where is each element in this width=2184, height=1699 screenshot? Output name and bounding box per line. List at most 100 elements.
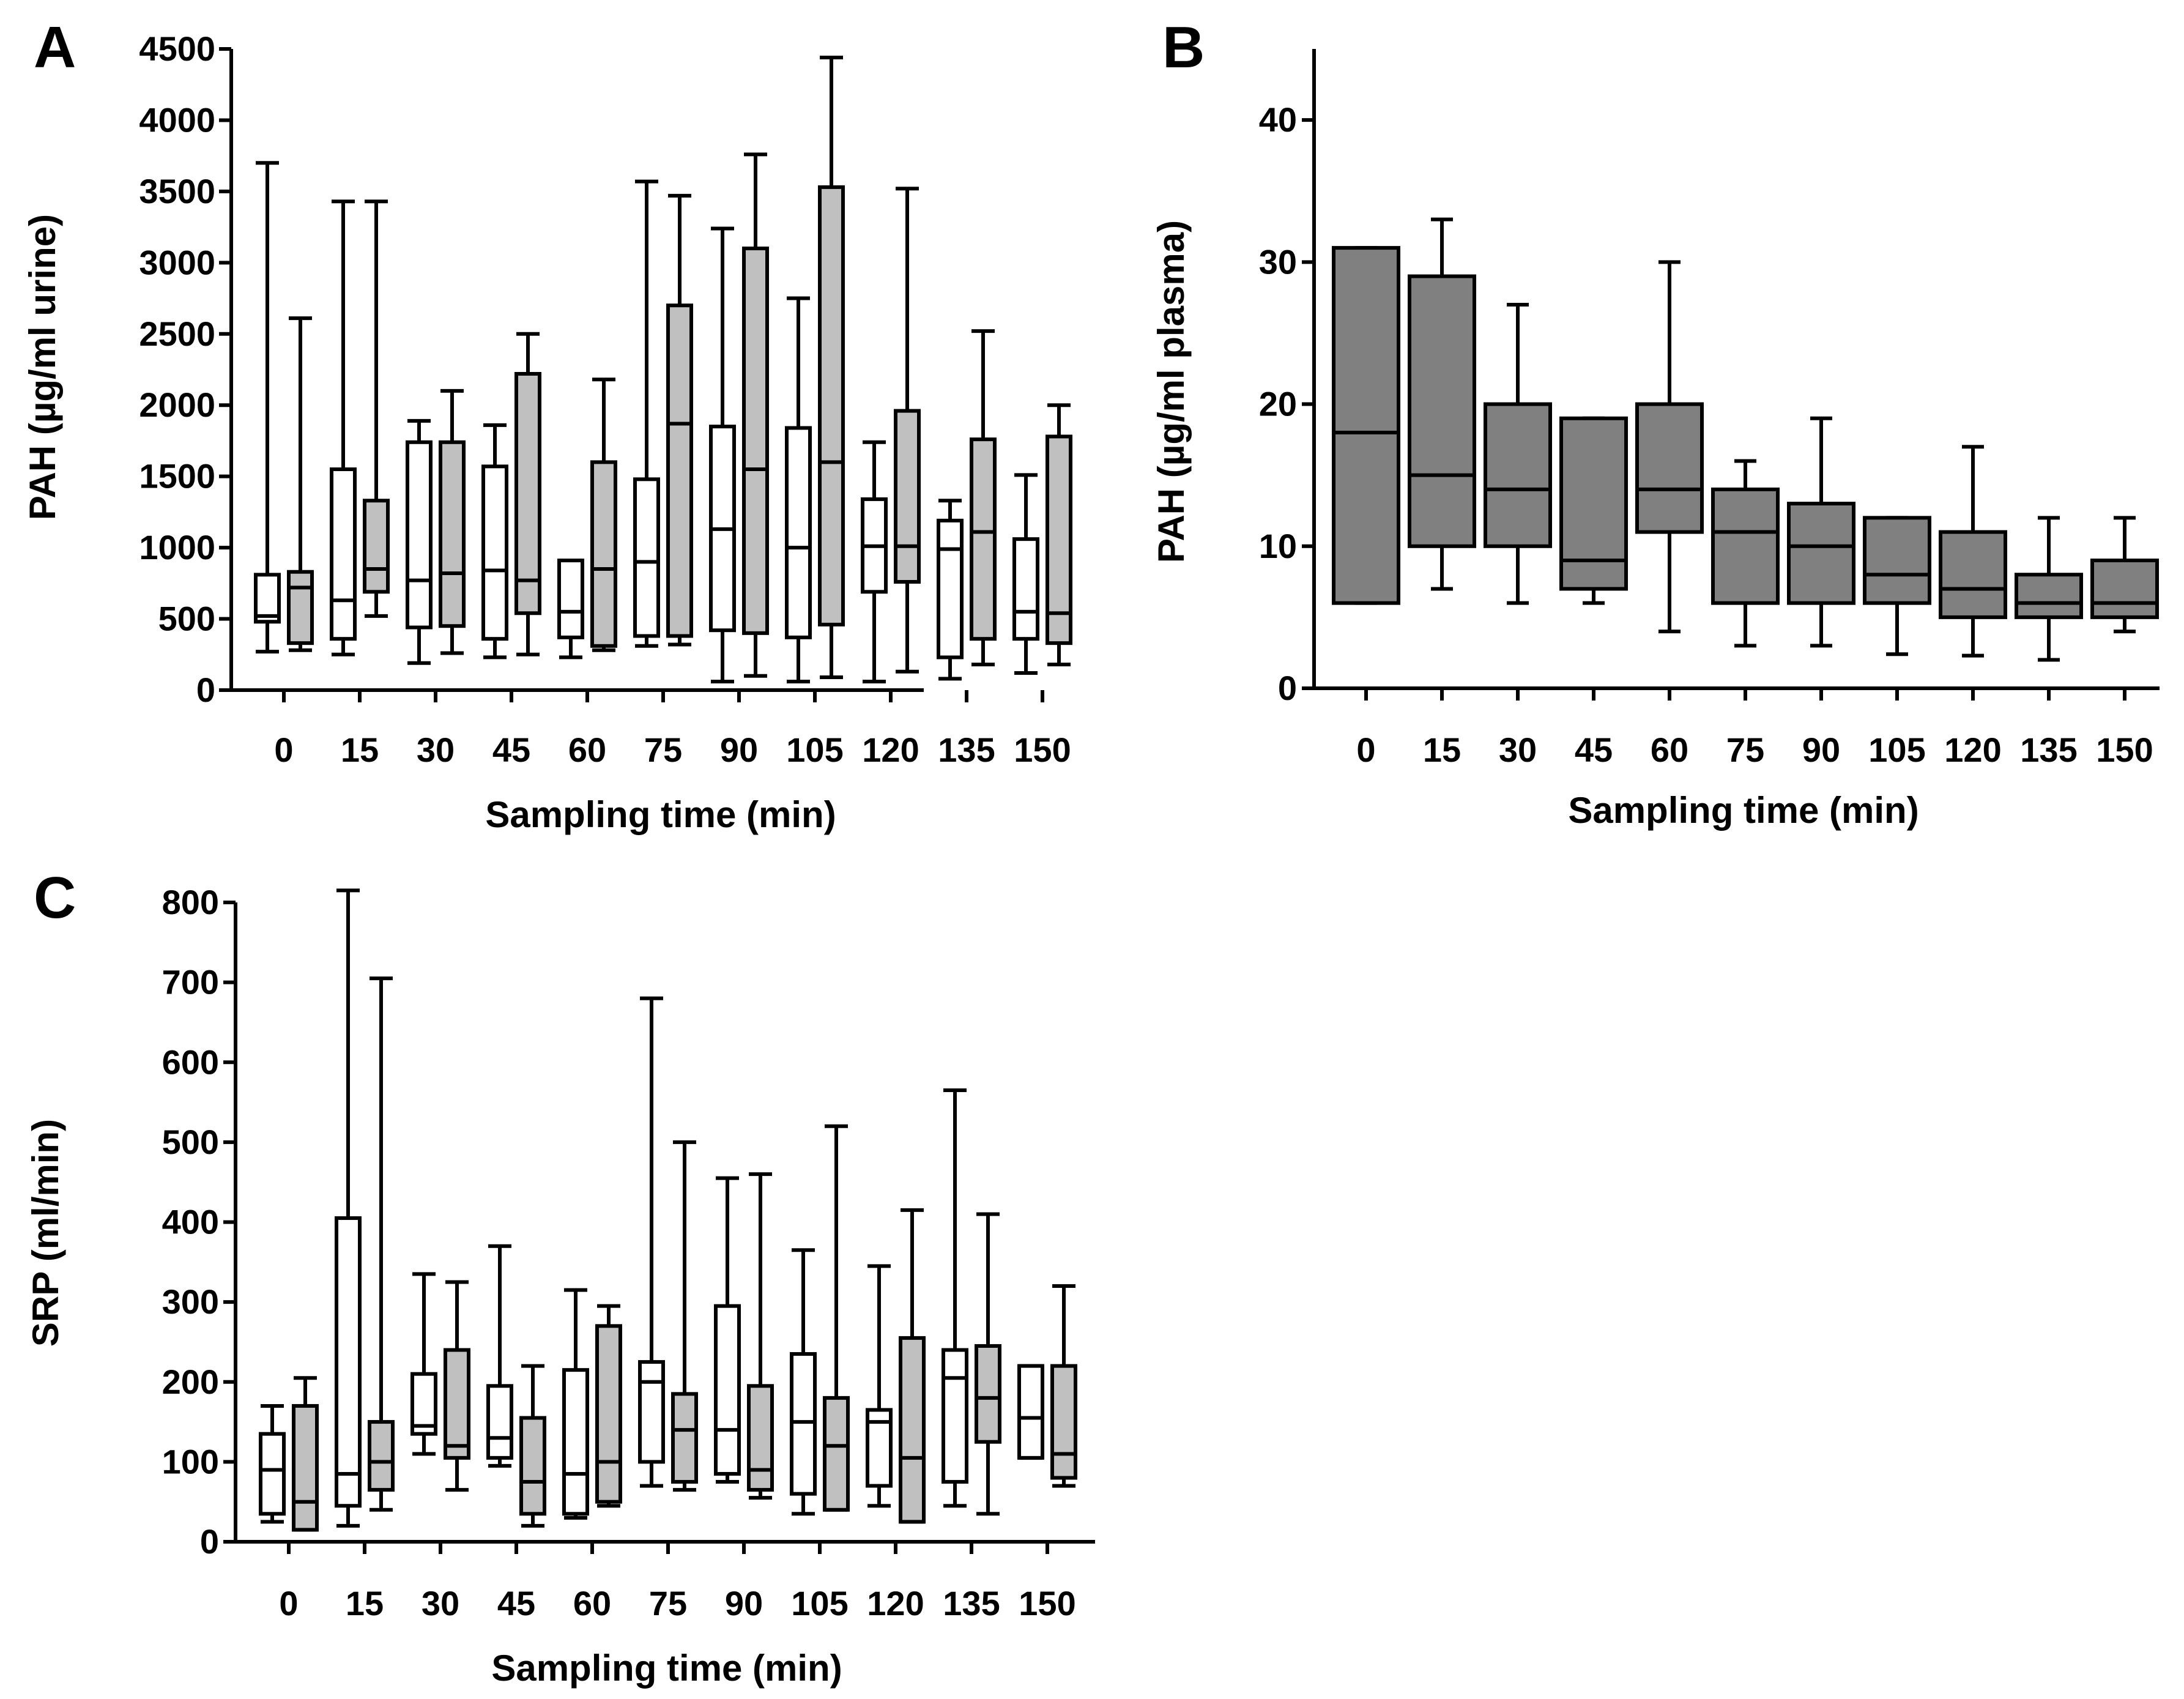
panel-a-plot-area: 0 500 1000 1500 2000 2500 3000 3500 4000 4500 0 15 3… [139, 29, 1072, 769]
panel-a-x-tick-label: 60 [568, 731, 606, 769]
iqr-box [942, 1348, 968, 1484]
panel-a-x-tick-label: 150 [1014, 731, 1071, 769]
iqr-box [970, 437, 997, 641]
panel-b-y-tick-label: 10 [1259, 527, 1297, 565]
panel-b-x-tick-label: 60 [1651, 731, 1688, 769]
panel-a-box-gray-150 [1046, 403, 1072, 667]
iqr-box [406, 440, 433, 630]
panel-b-x-tick-label: 120 [1944, 731, 2001, 769]
panel-c-x-tick-label: 120 [867, 1584, 924, 1623]
iqr-box [1635, 402, 1704, 534]
panel-a-box-gray-15 [363, 199, 390, 618]
iqr-box [590, 460, 617, 648]
iqr-box [514, 371, 541, 615]
panel-b-x-tick-label: 30 [1499, 731, 1537, 769]
panel-a-box-gray-120 [894, 187, 921, 674]
panel-a-box-gray-105 [818, 55, 845, 680]
iqr-box [785, 426, 812, 639]
iqr-box [714, 1304, 741, 1476]
iqr-box [595, 1324, 622, 1504]
panel-c-plot-area: 0 100 200 300 400 500 600 700 800 0 15 30 45 60 75 90 10… [162, 883, 1095, 1623]
panel-b-box-plasma-120 [1939, 445, 2007, 658]
panel-a-x-tick-label: 135 [938, 731, 995, 769]
panel-c-y-tick-label: 500 [162, 1123, 219, 1161]
iqr-box [1046, 434, 1072, 645]
iqr-box [638, 1360, 665, 1464]
panel-c-box-white-60 [562, 1288, 589, 1520]
panel-c-x-tick-label: 135 [943, 1584, 1000, 1623]
panel-c: C SRP (ml/min) Sampling time (min) 0 100 2… [25, 865, 1095, 1689]
iqr-box [937, 518, 964, 660]
panel-b-x-axis-title: Sampling time (min) [1568, 790, 1918, 831]
iqr-box [444, 1348, 470, 1460]
panel-letter-a: A [34, 15, 76, 80]
panel-b-x-tick-label: 15 [1423, 731, 1461, 769]
panel-c-x-tick-label: 45 [497, 1584, 535, 1623]
iqr-box [1050, 1364, 1077, 1480]
iqr-box [292, 1403, 319, 1532]
panel-c-y-tick-label: 100 [162, 1442, 219, 1481]
iqr-box [747, 1384, 774, 1492]
iqr-box [557, 559, 584, 639]
iqr-box [823, 1396, 850, 1512]
panel-b-x-tick-label: 135 [2020, 731, 2077, 769]
panel-b-x-tick-label: 90 [1802, 731, 1840, 769]
iqr-box [562, 1368, 589, 1516]
panel-a-box-white-30 [406, 418, 433, 665]
panel-c-box-gray-75 [671, 1140, 698, 1492]
panel-b-y-tick-label: 0 [1278, 669, 1297, 707]
panel-b-y-tick-label: 40 [1259, 100, 1297, 139]
panel-a-y-tick-label: 3000 [139, 243, 215, 281]
panel-c-box-gray-105 [823, 1124, 850, 1512]
iqr-box [519, 1416, 546, 1516]
panel-a-y-tick-label: 2500 [139, 314, 215, 353]
panel-a-x-tick-label: 0 [274, 731, 293, 769]
panel-letter-c: C [34, 865, 76, 931]
panel-a-box-white-120 [861, 440, 888, 684]
panel-c-box-gray-45 [519, 1364, 546, 1528]
panel-a-box-white-0 [254, 161, 281, 654]
iqr-box [2090, 559, 2159, 619]
panel-b-y-tick-label: 30 [1259, 242, 1297, 281]
panel-b-box-plasma-150 [2090, 516, 2159, 634]
panel-c-box-white-75 [638, 996, 665, 1488]
panel-c-x-tick-label: 105 [791, 1584, 848, 1623]
panel-c-y-tick-label: 300 [162, 1282, 219, 1321]
panel-b-box-plasma-60 [1635, 260, 1704, 634]
panel-a-box-white-15 [330, 199, 357, 656]
panel-c-box-white-135 [942, 1088, 968, 1508]
panel-a-box-gray-75 [666, 193, 693, 647]
panel-a-x-tick-label: 90 [720, 731, 758, 769]
panel-a-y-tick-label: 1000 [139, 528, 215, 567]
iqr-box [899, 1336, 926, 1524]
panel-a-x-tick-label: 15 [341, 731, 379, 769]
panel-a-x-tick-label: 30 [417, 731, 455, 769]
panel-c-box-gray-135 [975, 1212, 1001, 1516]
iqr-box [439, 440, 466, 628]
iqr-box [1408, 274, 1476, 548]
panel-a-y-tick-label: 4000 [139, 100, 215, 139]
panel-c-box-gray-30 [444, 1280, 470, 1492]
panel-c-box-gray-120 [899, 1208, 926, 1524]
panel-a-box-white-45 [481, 423, 508, 660]
panel-a-box-gray-135 [970, 329, 997, 667]
iqr-box [410, 1372, 437, 1436]
iqr-box [481, 464, 508, 641]
panel-c-x-tick-label: 90 [725, 1584, 763, 1623]
panel-a-box-white-135 [937, 499, 964, 681]
iqr-box [1711, 487, 1780, 605]
panel-b-box-plasma-135 [2015, 516, 2083, 662]
panel-a-x-tick-label: 75 [644, 731, 682, 769]
panel-b-box-plasma-90 [1787, 416, 1855, 648]
iqr-box [1559, 416, 1628, 591]
iqr-box [1787, 502, 1855, 605]
panel-a-box-gray-45 [514, 332, 541, 656]
panel-b-box-plasma-105 [1863, 516, 1931, 656]
panel-b-x-tick-label: 45 [1575, 731, 1613, 769]
panel-c-x-tick-label: 0 [279, 1584, 298, 1623]
iqr-box [1017, 1364, 1044, 1460]
iqr-box [671, 1392, 698, 1484]
panel-b-x-tick-label: 105 [1868, 731, 1925, 769]
panel-c-box-gray-15 [368, 976, 395, 1512]
